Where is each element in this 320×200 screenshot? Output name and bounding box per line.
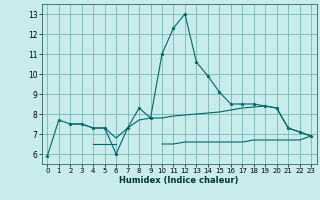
X-axis label: Humidex (Indice chaleur): Humidex (Indice chaleur) [119,176,239,185]
